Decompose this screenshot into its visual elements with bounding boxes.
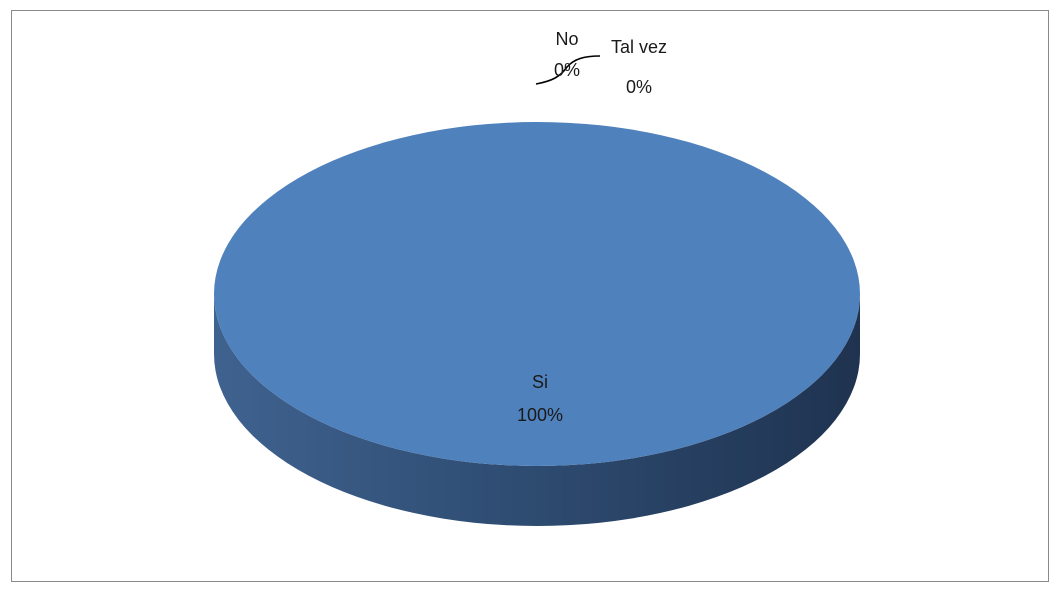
data-label-talvez-value: 0% xyxy=(626,77,652,97)
leader-line-no xyxy=(535,55,601,85)
data-label-no-category: No xyxy=(555,29,578,49)
pie-slice-si-side xyxy=(214,294,860,526)
data-label-talvez-category: Tal vez xyxy=(611,37,667,57)
data-label-no-value: 0% xyxy=(554,60,580,80)
chart-area: No 0% Tal vez 0% Si 100% xyxy=(11,10,1049,582)
pie-slice-si xyxy=(214,122,860,466)
data-label-si-value: 100% xyxy=(517,405,563,425)
pie-chart: No 0% Tal vez 0% Si 100% xyxy=(214,29,860,526)
data-label-si-category: Si xyxy=(532,372,548,392)
